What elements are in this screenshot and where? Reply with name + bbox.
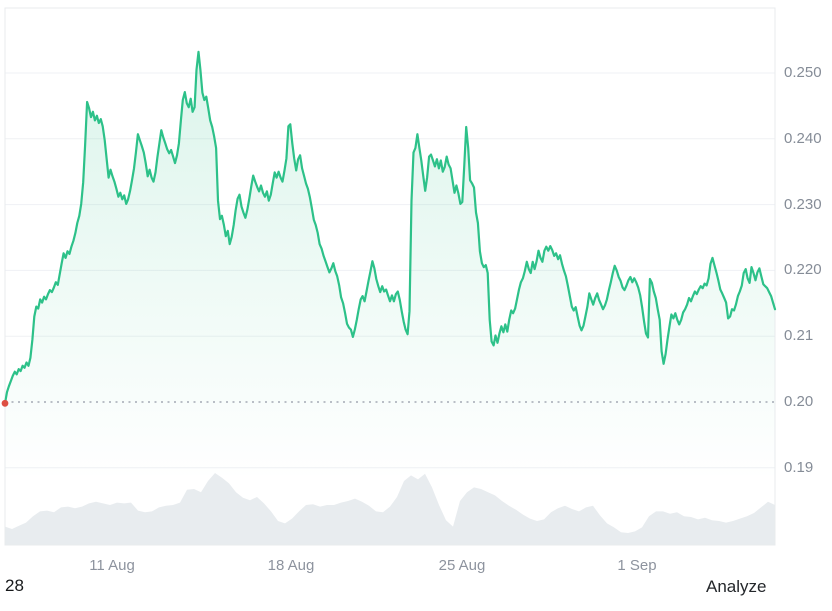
y-axis-label: 0.250 [784, 64, 822, 81]
y-axis-label: 0.230 [784, 196, 822, 213]
x-axis-label: 25 Aug [438, 557, 486, 574]
analyze-link[interactable]: Analyze [706, 577, 767, 596]
y-axis-label: 0.240 [784, 130, 822, 147]
price-line [3, 50, 777, 405]
y-axis-label: 0.20 [784, 393, 814, 410]
x-axis-label: 18 Aug [267, 557, 315, 574]
y-axis-label: 0.19 [784, 459, 814, 476]
footer-left-text: 28 [5, 576, 24, 595]
y-axis-label: 0.21 [784, 327, 814, 344]
x-axis-label: 1 Sep [617, 557, 657, 574]
plot-frame [4, 7, 776, 546]
price-area-fill [5, 51, 775, 546]
volume-area [5, 473, 775, 545]
y-axis-label: 0.220 [784, 261, 822, 278]
start-dot [1, 399, 9, 407]
x-axis-label: 11 Aug [89, 557, 135, 574]
